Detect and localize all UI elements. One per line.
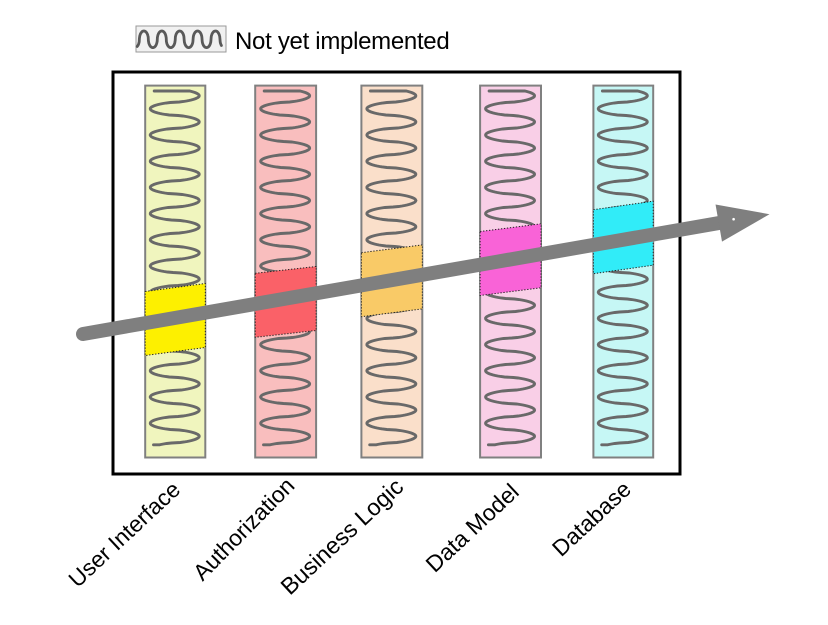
svg-text:Not yet implemented: Not yet implemented	[235, 28, 449, 55]
